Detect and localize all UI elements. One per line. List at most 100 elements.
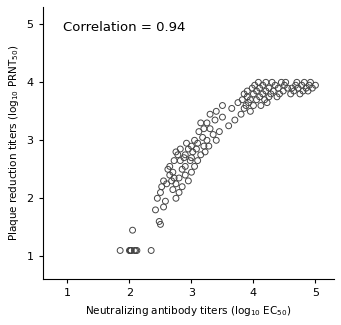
Point: [172, 176, 177, 181]
Point: [270, 88, 276, 94]
Point: [235, 100, 241, 105]
Point: [132, 248, 137, 253]
Point: [206, 144, 211, 149]
Point: [198, 152, 204, 157]
Point: [220, 114, 225, 120]
Point: [165, 167, 170, 172]
Point: [189, 144, 194, 149]
Point: [217, 129, 222, 134]
Point: [157, 219, 162, 224]
Point: [194, 146, 199, 151]
Point: [192, 164, 197, 169]
Point: [248, 109, 253, 114]
Point: [172, 158, 177, 163]
Point: [170, 187, 176, 192]
Point: [268, 91, 273, 97]
Point: [182, 164, 188, 169]
Point: [238, 111, 244, 117]
Point: [161, 204, 166, 210]
Point: [181, 155, 187, 160]
Point: [260, 83, 266, 88]
Point: [195, 141, 201, 146]
Point: [178, 158, 183, 163]
Point: [161, 178, 166, 184]
Point: [189, 155, 194, 160]
Point: [303, 85, 309, 91]
Point: [266, 94, 272, 99]
Point: [281, 88, 286, 94]
Point: [167, 164, 173, 169]
Point: [167, 173, 173, 178]
Point: [184, 141, 189, 146]
Point: [201, 126, 207, 131]
Point: [127, 248, 132, 253]
Point: [313, 83, 318, 88]
Point: [128, 248, 133, 253]
Point: [163, 199, 168, 204]
Point: [148, 248, 154, 253]
Point: [158, 222, 163, 227]
Point: [244, 88, 250, 94]
Point: [154, 196, 160, 201]
Point: [173, 181, 179, 187]
Point: [213, 109, 219, 114]
Point: [294, 80, 300, 85]
Point: [213, 138, 219, 143]
Point: [305, 88, 311, 94]
Point: [176, 190, 182, 195]
Point: [173, 196, 179, 201]
Point: [260, 91, 266, 97]
Point: [207, 111, 213, 117]
Point: [310, 85, 315, 91]
Point: [251, 91, 256, 97]
Point: [301, 80, 307, 85]
Point: [257, 85, 262, 91]
Point: [266, 85, 272, 91]
Point: [158, 190, 163, 195]
Point: [204, 120, 210, 125]
Point: [269, 80, 275, 85]
Point: [159, 184, 164, 189]
Point: [198, 120, 204, 125]
Point: [200, 135, 205, 140]
Point: [276, 85, 281, 91]
Point: [207, 126, 213, 131]
Point: [299, 83, 305, 88]
Point: [264, 100, 270, 105]
Point: [195, 158, 201, 163]
Point: [250, 85, 255, 91]
Point: [285, 85, 290, 91]
Point: [226, 123, 232, 128]
Point: [202, 149, 208, 154]
Point: [277, 91, 282, 97]
X-axis label: Neutralizing antibody titers (log$_{10}$ EC$_{50}$): Neutralizing antibody titers (log$_{10}$…: [85, 304, 292, 318]
Point: [204, 138, 210, 143]
Point: [258, 103, 264, 108]
Point: [170, 170, 176, 175]
Point: [176, 176, 182, 181]
Point: [178, 146, 183, 151]
Point: [186, 178, 191, 184]
Point: [188, 158, 193, 163]
Point: [288, 91, 293, 97]
Point: [229, 106, 235, 111]
Point: [173, 149, 179, 154]
Point: [182, 173, 188, 178]
Point: [291, 88, 296, 94]
Point: [190, 149, 195, 154]
Point: [153, 207, 158, 213]
Point: [128, 248, 133, 253]
Point: [295, 85, 301, 91]
Point: [128, 248, 133, 253]
Point: [130, 227, 135, 233]
Point: [248, 97, 253, 102]
Point: [175, 152, 180, 157]
Y-axis label: Plaque reduction titers (log$_{10}$ PRNT$_{50}$): Plaque reduction titers (log$_{10}$ PRNT…: [7, 45, 21, 241]
Point: [279, 80, 284, 85]
Point: [257, 94, 262, 99]
Point: [192, 138, 197, 143]
Point: [252, 83, 257, 88]
Point: [251, 103, 256, 108]
Point: [243, 103, 249, 108]
Text: Correlation = 0.94: Correlation = 0.94: [63, 20, 186, 33]
